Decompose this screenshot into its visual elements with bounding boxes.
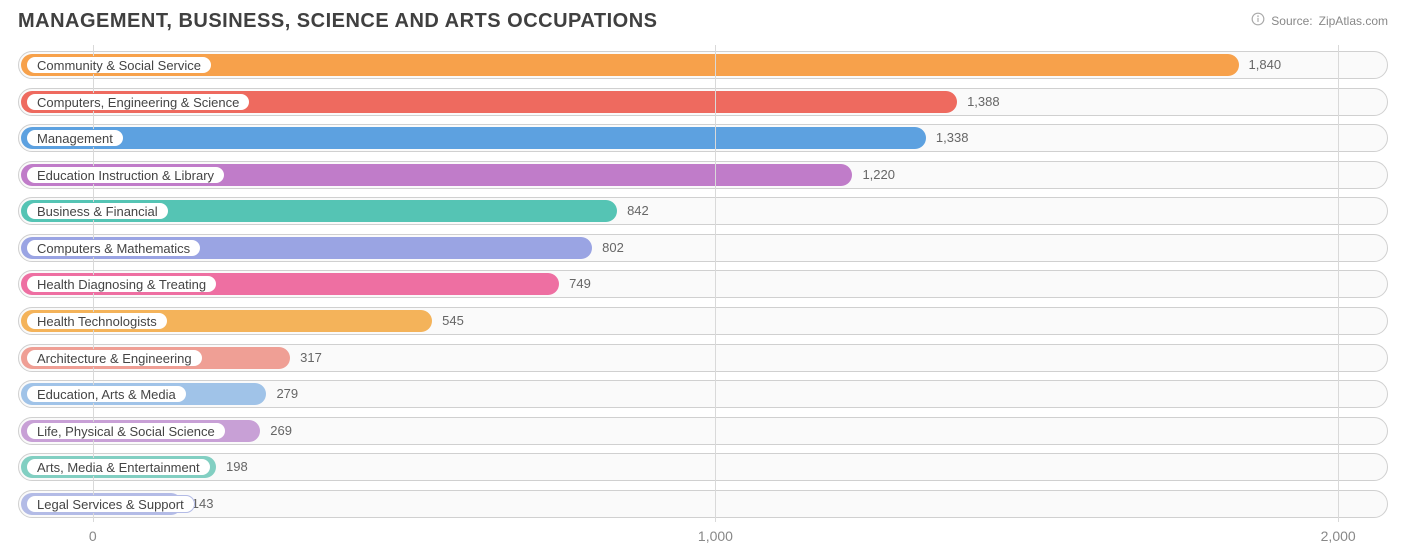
plot: Community & Social Service 1,840 Computers…: [18, 45, 1388, 544]
category-label: Health Technologists: [26, 312, 168, 330]
value-label: 545: [432, 307, 464, 335]
bar-row: Architecture & Engineering 317: [18, 344, 1388, 372]
gridline: [1338, 45, 1339, 522]
category-label: Management: [26, 129, 124, 147]
bar-row: Education Instruction & Library 1,220: [18, 161, 1388, 189]
x-tick-label: 2,000: [1321, 528, 1356, 544]
category-label: Computers, Engineering & Science: [26, 93, 250, 111]
value-label: 279: [266, 380, 298, 408]
value-label: 749: [559, 270, 591, 298]
category-label: Education Instruction & Library: [26, 166, 225, 184]
category-label: Architecture & Engineering: [26, 349, 203, 367]
bar-track: [18, 490, 1388, 518]
bar-row: Education, Arts & Media 279: [18, 380, 1388, 408]
value-label: 1,220: [852, 161, 895, 189]
source-label: Source:: [1271, 14, 1312, 28]
value-label: 317: [290, 344, 322, 372]
category-label: Life, Physical & Social Science: [26, 422, 226, 440]
bar-row: Health Diagnosing & Treating 749: [18, 270, 1388, 298]
bar-row: Legal Services & Support143: [18, 490, 1388, 518]
chart-area: Community & Social Service 1,840 Computers…: [18, 45, 1388, 544]
bar-row: Computers & Mathematics 802: [18, 234, 1388, 262]
value-label: 198: [216, 453, 248, 481]
bar-row: Computers, Engineering & Science 1,388: [18, 88, 1388, 116]
value-label: 269: [260, 417, 292, 445]
category-label: Health Diagnosing & Treating: [26, 275, 217, 293]
category-label: Computers & Mathematics: [26, 239, 201, 257]
category-label: Arts, Media & Entertainment: [26, 458, 211, 476]
value-label: 802: [592, 234, 624, 262]
value-label: 842: [617, 197, 649, 225]
value-label: 1,388: [957, 88, 1000, 116]
chart-title: MANAGEMENT, BUSINESS, SCIENCE AND ARTS O…: [18, 10, 657, 33]
category-label: Business & Financial: [26, 202, 169, 220]
source-name: ZipAtlas.com: [1319, 14, 1388, 28]
bar-row: Health Technologists 545: [18, 307, 1388, 335]
x-tick-label: 0: [89, 528, 97, 544]
bar-row: Management 1,338: [18, 124, 1388, 152]
x-tick-label: 1,000: [698, 528, 733, 544]
bar-row: Business & Financial 842: [18, 197, 1388, 225]
gridline: [715, 45, 716, 522]
category-label: Education, Arts & Media: [26, 385, 187, 403]
bar-row: Community & Social Service 1,840: [18, 51, 1388, 79]
source-attribution: Source: ZipAtlas.com: [1251, 12, 1388, 29]
category-label: Legal Services & Support: [26, 495, 195, 513]
bar-fill: [21, 127, 926, 149]
bar-row: Life, Physical & Social Science 269: [18, 417, 1388, 445]
value-label: 1,840: [1239, 51, 1282, 79]
bars-container: Community & Social Service 1,840 Computers…: [18, 51, 1388, 518]
category-label: Community & Social Service: [26, 56, 212, 74]
value-label: 1,338: [926, 124, 969, 152]
bar-row: Arts, Media & Entertainment 198: [18, 453, 1388, 481]
info-icon: [1251, 12, 1265, 29]
